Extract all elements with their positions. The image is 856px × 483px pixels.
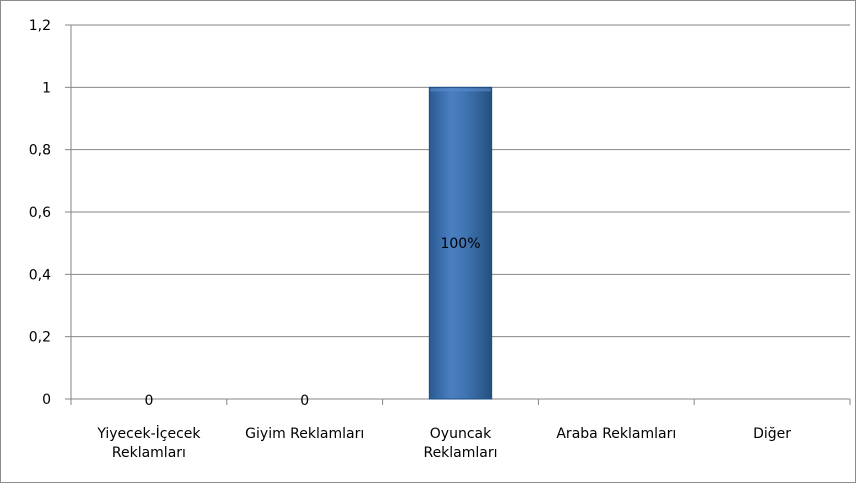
data-label: 100% (440, 236, 480, 252)
x-tick-label: Oyuncak Reklamları (423, 426, 497, 461)
x-tick-label: Araba Reklamları (556, 426, 676, 442)
y-tick-label: 0,8 (29, 143, 51, 159)
x-tick-label: Diğer (753, 426, 791, 442)
x-tick-label: Yiyecek-İçecek Reklamları (96, 424, 201, 461)
bar-highlight (430, 88, 491, 92)
data-label: 0 (300, 393, 309, 409)
labels: Yiyecek-İçecek Reklamları Giyim Reklamları… (96, 236, 791, 461)
y-tick-label: 0,4 (29, 267, 51, 283)
y-tick-label: 0,6 (29, 205, 51, 221)
y-tick-label: 0 (42, 392, 51, 408)
bar (428, 86, 493, 400)
data-label: 0 (144, 393, 153, 409)
y-tick-label: 1,2 (29, 18, 51, 34)
y-tick-label: 1 (42, 80, 51, 96)
y-tick-label: 0,2 (29, 330, 51, 346)
x-tick-label: Giyim Reklamları (245, 426, 364, 442)
bars (428, 86, 493, 400)
